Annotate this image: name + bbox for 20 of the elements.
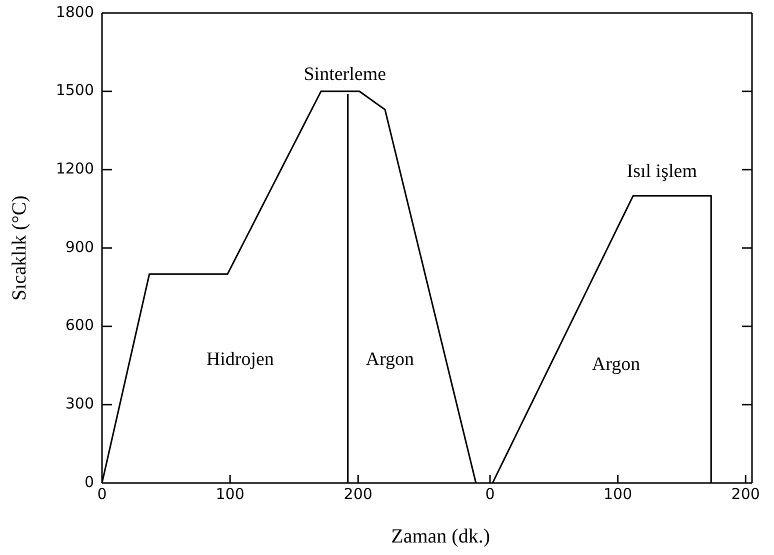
x-tick-label: 100 [216,484,244,503]
x-axis-title: Zaman (dk.) [391,525,490,548]
annotation: Argon [592,354,641,376]
y-axis-title: Sıcaklık (°C) [8,195,30,301]
x-tick-label: 100 [603,484,632,503]
x-tick-label: 200 [731,484,760,503]
x-tick-label: 200 [344,484,372,503]
y-tick-label: 0 [84,472,94,491]
x-tick-label: 0 [97,484,107,503]
y-tick-label: 1500 [56,81,94,100]
y-tick-label: 1800 [56,2,94,21]
x-tick-label: 0 [485,484,495,503]
y-tick-label: 600 [65,316,94,334]
y-tick-label: 300 [65,394,94,413]
annotation: Sinterleme [304,64,386,86]
annotation: Argon [366,348,414,370]
annotation: Hidrojen [206,348,274,370]
y-tick-label: 1200 [56,160,94,178]
y-tick-label: 900 [65,238,94,256]
annotation: Isıl işlem [626,160,698,182]
